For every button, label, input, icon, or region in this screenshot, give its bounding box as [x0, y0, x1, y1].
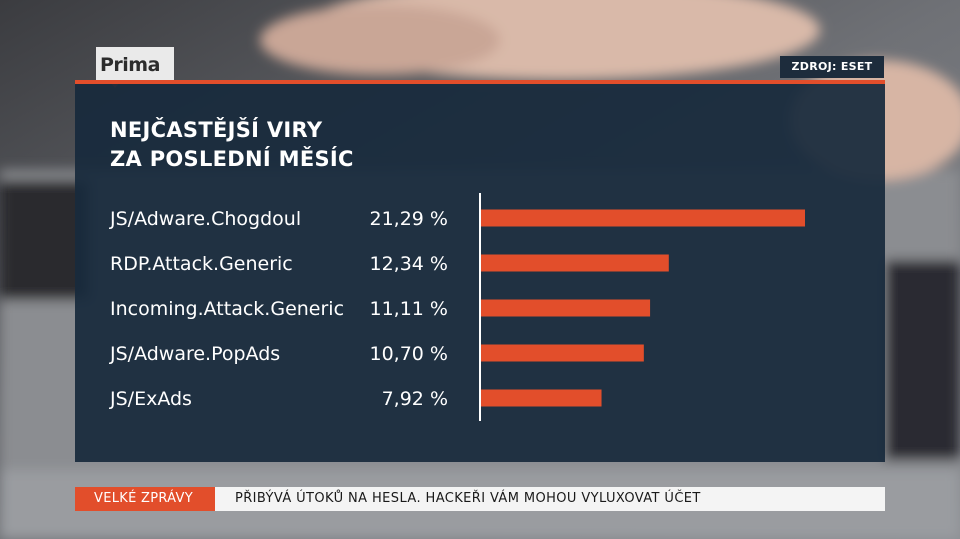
source-badge: ZDROJ: ESET [780, 56, 884, 78]
bar [481, 254, 669, 272]
value-label: 21,29 % [370, 208, 449, 230]
category-label: Incoming.Attack.Generic [110, 298, 344, 320]
category-label: RDP.Attack.Generic [110, 253, 293, 275]
channel-logo-text: Prima [100, 54, 160, 76]
chart-title: NEJČASTĚJŠÍ VIRY ZA POSLEDNÍ MĚSÍC [110, 116, 354, 174]
source-label: ZDROJ: ESET [791, 60, 873, 73]
bar [481, 344, 644, 362]
bar [481, 209, 805, 227]
category-label: JS/Adware.Chogdoul [109, 208, 301, 230]
value-label: 7,92 % [382, 388, 448, 410]
value-label: 10,70 % [370, 343, 449, 365]
bar [481, 299, 651, 317]
category-label: JS/Adware.PopAds [109, 343, 280, 365]
news-ticker: VELKÉ ZPRÁVY PŘIBÝVÁ ÚTOKŮ NA HESLA. HAC… [75, 487, 885, 511]
chart-title-line-2: ZA POSLEDNÍ MĚSÍC [110, 147, 354, 171]
channel-logo: Prima [96, 47, 174, 83]
ticker-headline: PŘIBÝVÁ ÚTOKŮ NA HESLA. HACKEŘI VÁM MOHO… [235, 491, 701, 506]
value-label: 12,34 % [370, 253, 449, 275]
ticker-label: VELKÉ ZPRÁVY [75, 487, 215, 511]
chart-title-line-1: NEJČASTĚJŠÍ VIRY [110, 118, 323, 142]
value-label: 11,11 % [370, 298, 449, 320]
category-label: JS/ExAds [109, 388, 192, 410]
bar [481, 389, 602, 407]
